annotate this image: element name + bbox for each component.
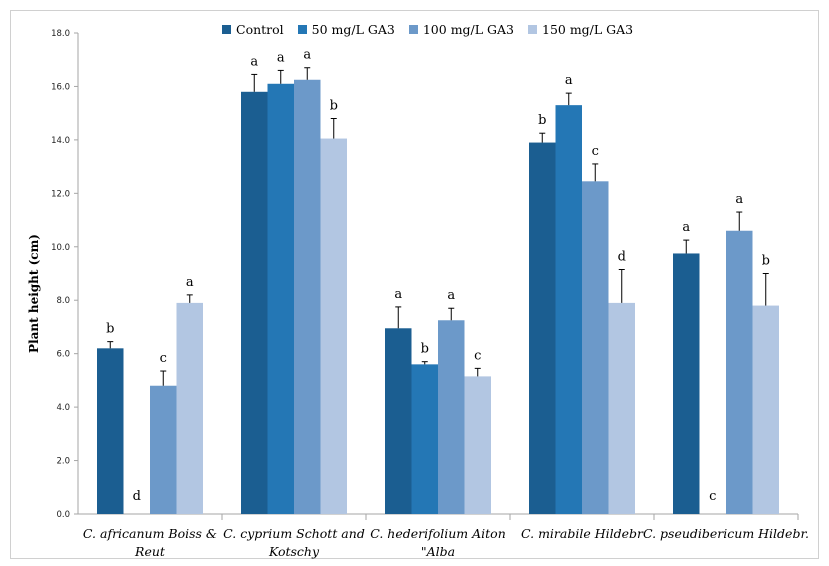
y-tick-label: 12.0 bbox=[51, 189, 70, 199]
legend-item-100: 100 mg/L GA3 bbox=[408, 22, 514, 37]
y-tick-label: 0.0 bbox=[56, 510, 70, 520]
significance-letter: a bbox=[394, 287, 402, 302]
bar bbox=[582, 181, 609, 514]
significance-letter: b bbox=[330, 99, 338, 114]
y-tick-label: 2.0 bbox=[56, 457, 70, 467]
x-category-label: C. hederifolium Aiton bbox=[370, 526, 506, 541]
x-category-label: C. africanum Boiss & bbox=[83, 526, 217, 541]
significance-letter: a bbox=[186, 275, 194, 290]
legend-item-150: 150 mg/L GA3 bbox=[528, 22, 633, 37]
bar bbox=[752, 305, 779, 514]
significance-letter: a bbox=[682, 220, 690, 235]
bar bbox=[320, 138, 347, 514]
significance-letter: c bbox=[474, 348, 481, 363]
bar bbox=[673, 253, 700, 515]
x-category-label: C. pseudibericum Hildebr. bbox=[643, 526, 809, 541]
legend-swatch-100 bbox=[408, 25, 418, 34]
bar bbox=[97, 348, 124, 514]
x-category-label: C. mirabile Hildebr bbox=[521, 526, 644, 541]
bar bbox=[438, 320, 465, 514]
y-tick-label: 14.0 bbox=[51, 136, 70, 146]
bar bbox=[150, 385, 177, 514]
bar bbox=[176, 302, 203, 514]
significance-letter: b bbox=[421, 342, 429, 357]
bar bbox=[411, 364, 438, 514]
significance-letter: b bbox=[762, 254, 770, 269]
x-category-label: "Alba bbox=[421, 544, 455, 559]
legend-item-50: 50 mg/L GA3 bbox=[297, 22, 395, 37]
legend-item-control: Control bbox=[222, 22, 284, 37]
significance-letter: c bbox=[709, 489, 716, 504]
significance-letter: a bbox=[735, 192, 743, 207]
y-tick-label: 8.0 bbox=[56, 296, 70, 306]
legend-label-100: 100 mg/L GA3 bbox=[422, 22, 514, 37]
x-category-label: Kotschy bbox=[268, 544, 320, 559]
bar bbox=[726, 230, 753, 514]
y-tick-label: 18.0 bbox=[51, 29, 70, 39]
significance-letter: c bbox=[592, 144, 599, 159]
significance-letter: a bbox=[565, 73, 573, 88]
bar bbox=[464, 376, 491, 514]
y-tick-label: 6.0 bbox=[56, 350, 70, 360]
y-tick-label: 10.0 bbox=[51, 243, 70, 253]
legend: Control 50 mg/L GA3 100 mg/L GA3 150 mg/… bbox=[222, 22, 633, 37]
significance-letter: a bbox=[447, 288, 455, 303]
significance-letter: d bbox=[618, 249, 626, 264]
legend-label-control: Control bbox=[236, 22, 284, 37]
significance-letter: a bbox=[250, 54, 258, 69]
bar bbox=[608, 302, 635, 514]
bar bbox=[267, 83, 294, 515]
significance-letter: a bbox=[303, 48, 311, 63]
legend-swatch-50 bbox=[297, 25, 307, 34]
y-tick-label: 16.0 bbox=[51, 82, 70, 92]
significance-letter: d bbox=[133, 489, 141, 504]
y-axis-title: Plant height (cm) bbox=[27, 234, 41, 353]
bar bbox=[529, 142, 556, 515]
bar bbox=[555, 105, 582, 515]
legend-swatch-150 bbox=[528, 25, 537, 34]
x-category-label: C. cyprium Schott and bbox=[223, 526, 365, 541]
x-category-label: Reut bbox=[134, 544, 166, 559]
significance-letter: b bbox=[538, 113, 546, 128]
bar bbox=[385, 328, 412, 514]
legend-swatch-control bbox=[222, 25, 231, 34]
bar bbox=[241, 91, 268, 515]
significance-letter: b bbox=[106, 322, 114, 337]
significance-letter: a bbox=[277, 50, 285, 65]
y-tick-label: 4.0 bbox=[56, 403, 70, 413]
legend-label-50: 50 mg/L GA3 bbox=[311, 22, 395, 37]
significance-letter: c bbox=[160, 351, 167, 366]
bar bbox=[294, 79, 321, 514]
legend-label-150: 150 mg/L GA3 bbox=[542, 22, 634, 37]
